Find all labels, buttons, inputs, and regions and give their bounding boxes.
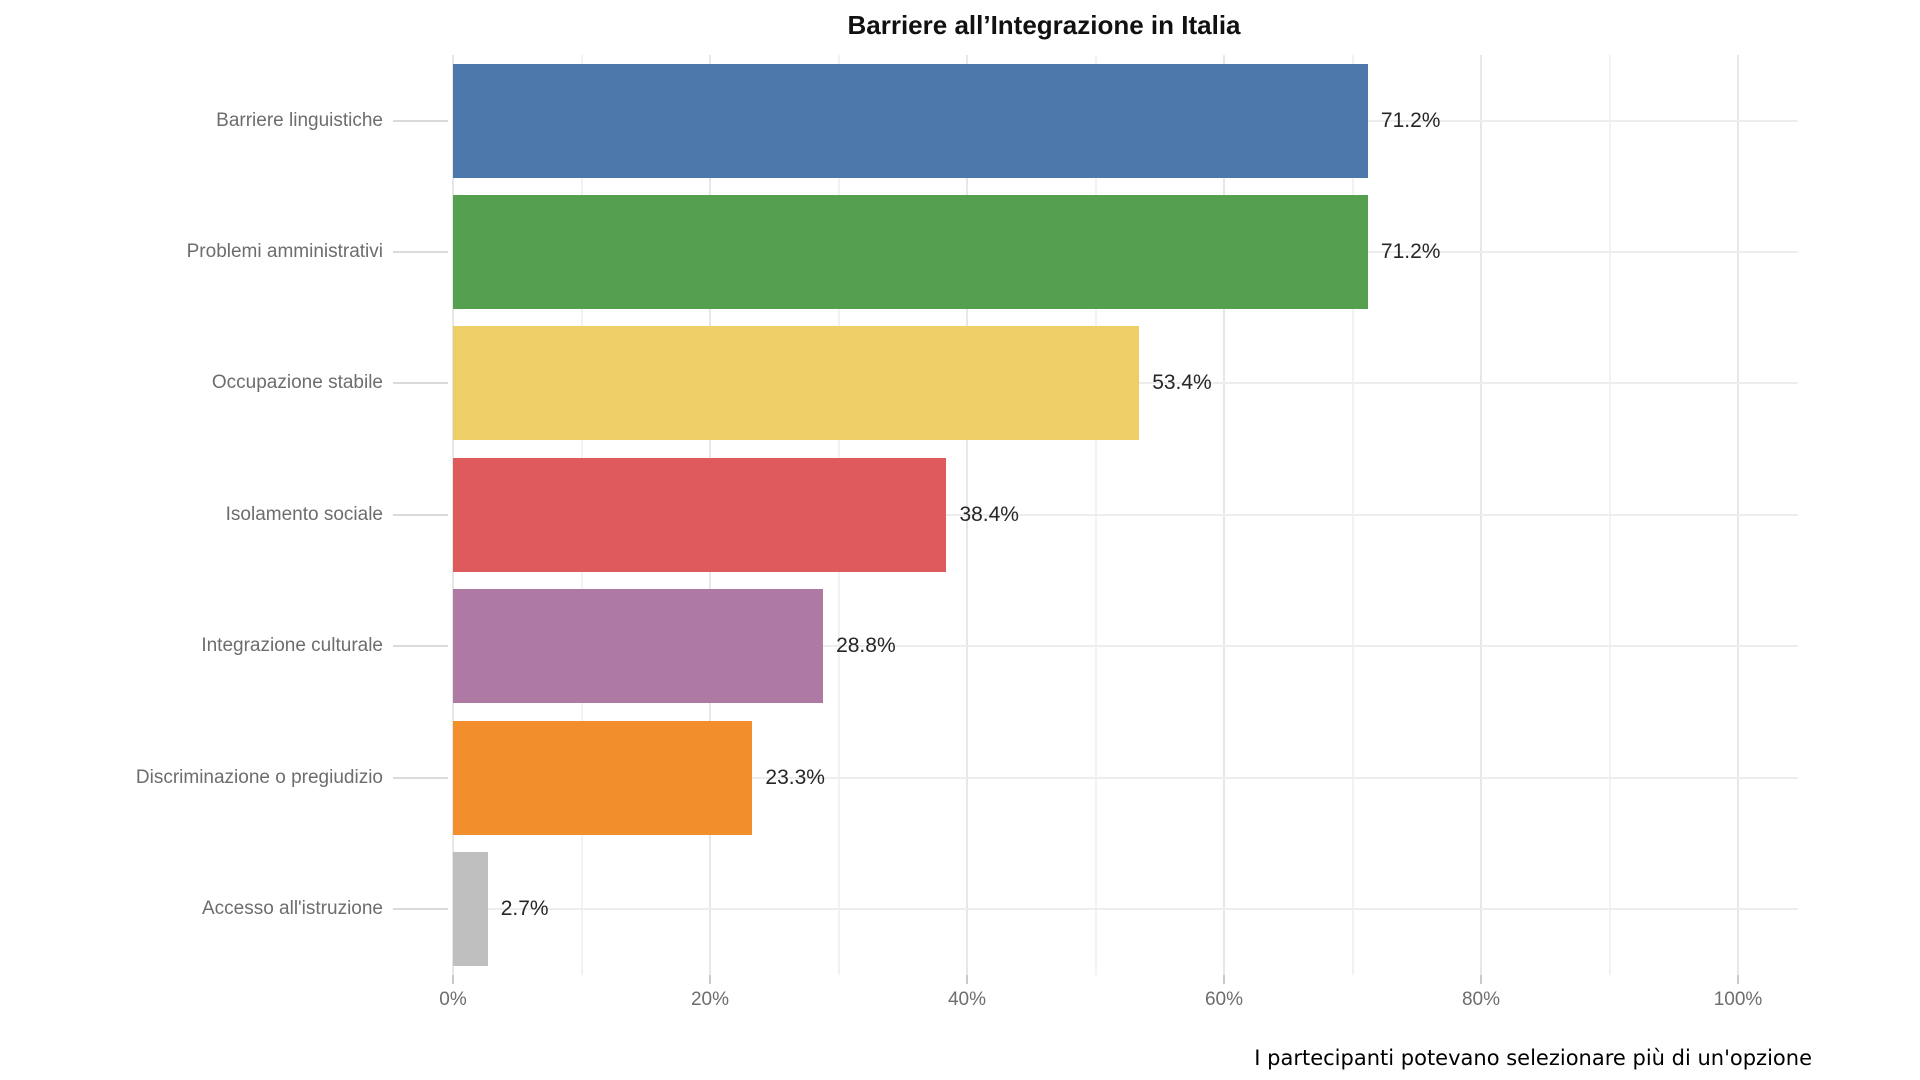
x-tick-mark [1737, 975, 1739, 984]
bar-row: Barriere linguistiche 71.2% [0, 55, 1798, 186]
y-tick-line [393, 382, 448, 385]
bar-track: 53.4% [453, 318, 1798, 449]
y-tick-line [393, 513, 448, 516]
bar [453, 852, 488, 967]
x-tick-label: 80% [1461, 989, 1501, 1010]
bar [453, 720, 753, 835]
bar-track: 71.2% [453, 55, 1798, 186]
bar-track: 28.8% [453, 581, 1798, 712]
bar-track: 71.2% [453, 186, 1798, 317]
horizontal-gridline [453, 908, 1798, 911]
bar-row: Occupazione stabile 53.4% [0, 318, 1798, 449]
bar-track: 2.7% [453, 843, 1798, 974]
y-tick-line [393, 119, 448, 122]
horizontal-gridline [453, 776, 1798, 779]
value-label: 2.7% [500, 897, 549, 921]
bar-row: Accesso all'istruzione 2.7% [0, 843, 1798, 974]
category-label: Barriere linguistiche [216, 109, 383, 131]
y-tick-line [393, 251, 448, 254]
chart-title: Barriere all’Integrazione in Italia [847, 10, 1241, 40]
x-tick-mark [1480, 975, 1482, 984]
value-label: 71.2% [1380, 108, 1441, 132]
footnote: I partecipanti potevano selezionare più … [1254, 1046, 1812, 1070]
x-tick-label: 40% [947, 989, 987, 1010]
x-tick-label: 0% [439, 989, 467, 1010]
bar-row: Problemi amministrativi 71.2% [0, 186, 1798, 317]
y-tick-line [393, 645, 448, 648]
x-axis: 0% 20% 40% 60% 80% 100% [0, 975, 1920, 1035]
category-label: Isolamento sociale [225, 503, 383, 525]
bar [453, 63, 1368, 178]
category-label: Discriminazione o pregiudizio [135, 766, 383, 788]
horizontal-gridline [453, 513, 1798, 516]
bar [453, 457, 947, 572]
bar [453, 326, 1140, 441]
bar-row: Isolamento sociale 38.4% [0, 449, 1798, 580]
y-tick-line [393, 776, 448, 779]
x-tick-label: 20% [690, 989, 730, 1010]
bar-track: 38.4% [453, 449, 1798, 580]
bar [453, 195, 1368, 310]
x-tick-mark [1223, 975, 1225, 984]
x-tick-mark [966, 975, 968, 984]
horizontal-gridline [453, 645, 1798, 648]
bar-track: 23.3% [453, 712, 1798, 843]
category-label: Problemi amministrativi [186, 241, 383, 263]
x-tick-mark [709, 975, 711, 984]
value-label: 23.3% [765, 765, 825, 789]
value-label: 28.8% [836, 634, 896, 658]
x-tick-label: 100% [1713, 989, 1763, 1010]
value-label: 38.4% [959, 502, 1019, 526]
bar-rows: Barriere linguistiche 71.2% Problemi amm… [0, 55, 1798, 975]
y-tick-line [393, 908, 448, 911]
category-label: Accesso all'istruzione [201, 898, 383, 920]
category-label: Integrazione culturale [201, 635, 383, 657]
value-label: 71.2% [1380, 240, 1441, 264]
x-tick-label: 60% [1204, 989, 1244, 1010]
bar-row: Integrazione culturale 28.8% [0, 581, 1798, 712]
value-label: 53.4% [1152, 371, 1212, 395]
category-label: Occupazione stabile [211, 372, 383, 394]
bar-row: Discriminazione o pregiudizio 23.3% [0, 712, 1798, 843]
x-tick-mark [452, 975, 454, 984]
bar [453, 589, 824, 704]
